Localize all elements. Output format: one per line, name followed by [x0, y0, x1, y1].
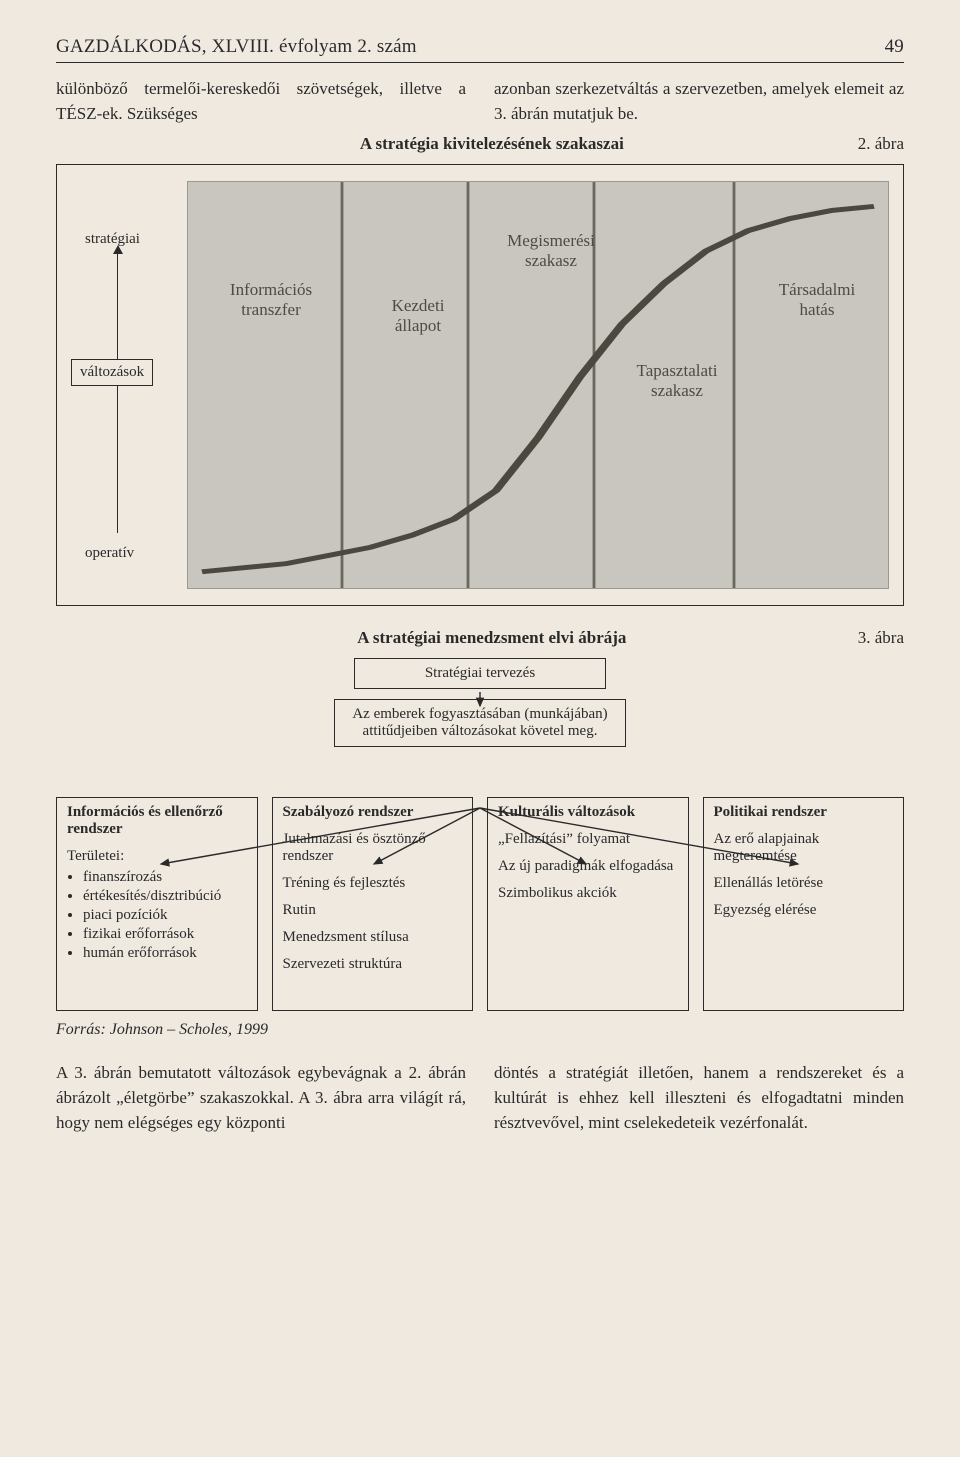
fig3-col-0-item-1: értékesítés/disztri­búció [83, 888, 247, 905]
fig3-col-1-line-1: Tréning és fejlesztés [283, 875, 463, 892]
intro-left: különböző termelői-kereskedői szövet­ség… [56, 77, 466, 126]
page-number: 49 [885, 36, 904, 58]
fig2-frame: stratégiai változások operatív Informáci… [56, 164, 904, 606]
fig3-col-3-line-1: Ellenállás letörése [714, 875, 894, 892]
fig3-col-0-head: Információs és ellen­őrző rendszer [67, 804, 247, 838]
fig3-source-text: Johnson – Scholes, 1999 [106, 1021, 268, 1038]
fig3-col-1-head: Szabályozó rendszer [283, 804, 463, 821]
fig3-col-0-item-4: humán erőforrások [83, 945, 247, 962]
fig3-col-2-line-1: Az új paradigmák el­fogadása [498, 858, 678, 875]
fig2-title: A stratégia kivitelezésének szakaszai [126, 134, 858, 154]
fig3-box-mid: Az emberek fogyasztá­sában (munkájában) … [334, 699, 626, 747]
page: GAZDÁLKODÁS, XLVIII. évfolyam 2. szám 49… [0, 0, 960, 1457]
fig3-col-2: Kulturális változások „Fellazítási” folya… [487, 797, 689, 1011]
fig2-label-info: Információstranszfer [216, 280, 326, 321]
fig3-col-3-head: Politikai rendszer [714, 804, 894, 821]
fig3-col-1-line-2: Rutin [283, 902, 463, 919]
fig3-source: Forrás: Johnson – Scholes, 1999 [56, 1021, 904, 1039]
fig2-label-know: Megismerésiszakasz [496, 231, 606, 272]
fig3-col-0: Információs és ellen­őrző rendszer Terüle… [56, 797, 258, 1011]
fig2-axis-bottom-label: operatív [85, 545, 134, 562]
fig3-col-3: Politikai rendszer Az erő alapjainak megt… [703, 797, 905, 1011]
fig2-axis-arrow [117, 253, 118, 533]
running-head: GAZDÁLKODÁS, XLVIII. évfolyam 2. szám 49 [56, 36, 904, 63]
fig2-label-start: Kezdetiállapot [363, 296, 473, 337]
fig3-col-1-line-3: Menedzsment stílusa [283, 929, 463, 946]
fig3: Stratégiai tervezés Az emberek fogyasztá… [56, 658, 904, 1039]
closing-left: A 3. ábrán bemutatott változások egybevá… [56, 1061, 466, 1135]
fig2-caption-row: A stratégia kivitelezésének szakaszai 2.… [56, 134, 904, 154]
fig3-col-0-list: finanszírozás értékesítés/disztri­búció pi… [67, 869, 247, 962]
fig3-col-1: Szabályozó rendszer Jutalmazási és ösztön… [272, 797, 474, 1011]
fig2-plot: Információstranszfer Kezdetiállapot Megism… [187, 181, 889, 589]
fig3-col-2-line-0: „Fellazítási” folyamat [498, 831, 678, 848]
closing-right: döntés a stratégiát illetően, hanem a re… [494, 1061, 904, 1135]
fig3-col-2-line-2: Szimbolikus akciók [498, 885, 678, 902]
intro-right: azonban szerkezetváltás a szervezetben, … [494, 77, 904, 126]
fig3-number: 3. ábra [858, 628, 904, 648]
journal-title: GAZDÁLKODÁS, XLVIII. évfolyam 2. szám [56, 36, 417, 58]
fig2-axis-mid-box: változások [71, 359, 153, 386]
fig3-title: A stratégiai menedzsment elvi ábrája [126, 628, 858, 648]
fig2-number: 2. ábra [858, 134, 904, 154]
fig3-caption-row: A stratégiai menedzsment elvi ábrája 3. … [56, 628, 904, 648]
fig3-columns: Információs és ellen­őrző rendszer Terüle… [56, 797, 904, 1011]
fig3-col-0-item-2: piaci pozíciók [83, 907, 247, 924]
intro-paragraph: különböző termelői-kereskedői szövet­ség… [56, 77, 904, 126]
closing-paragraph: A 3. ábrán bemutatott változások egybevá… [56, 1061, 904, 1135]
fig3-col-1-line-0: Jutalmazási és ösztön­ző rendszer [283, 831, 463, 865]
fig2-label-exp: Tapasztalatiszakasz [622, 361, 732, 402]
fig2-label-soc: Társadalmihatás [762, 280, 872, 321]
fig3-box-top: Stratégiai tervezés [354, 658, 606, 689]
fig3-col-0-item-3: fizikai erőforrások [83, 926, 247, 943]
fig2-yaxis: stratégiai változások operatív [71, 195, 181, 575]
fig3-col-3-line-2: Egyezség elérése [714, 902, 894, 919]
fig3-col-3-line-0: Az erő alapjainak megteremtése [714, 831, 894, 865]
fig3-col-2-head: Kulturális változások [498, 804, 678, 821]
fig3-col-0-lead: Területei: [67, 848, 247, 865]
fig3-col-0-item-0: finanszírozás [83, 869, 247, 886]
fig3-source-label: Forrás: [56, 1021, 106, 1038]
fig3-col-1-line-4: Szervezeti struktúra [283, 956, 463, 973]
